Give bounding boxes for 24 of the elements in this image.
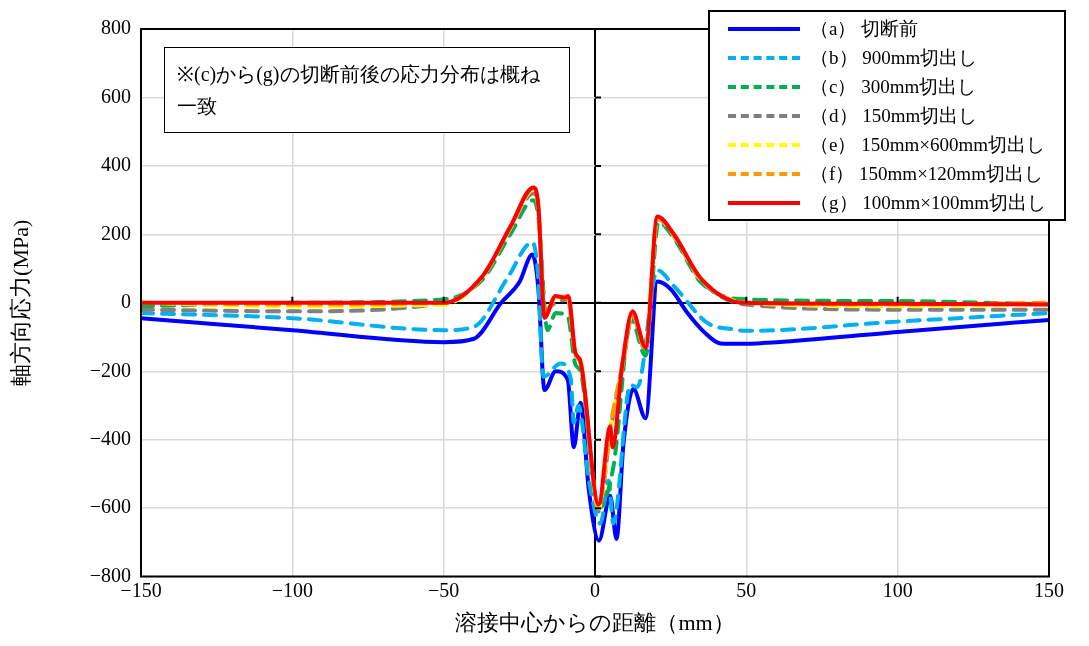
- x-tick-label: 50: [736, 578, 757, 601]
- y-tick-label: 200: [101, 221, 131, 244]
- legend-label: （f） 150mm×120mm切出し: [810, 161, 1043, 186]
- legend-label: （e） 150mm×600mm切出し: [810, 132, 1046, 157]
- y-axis-title: 軸方向応力(MPa): [7, 219, 33, 386]
- x-tick-label: 150: [1034, 578, 1064, 601]
- x-tick-label: −50: [428, 578, 460, 601]
- y-tick-label: 600: [101, 84, 131, 107]
- legend-label: （b） 900mm切出し: [810, 45, 978, 70]
- y-tick-label: 0: [121, 290, 131, 313]
- legend-label: （c） 300mm切出し: [810, 74, 977, 99]
- y-tick-label: 800: [101, 16, 131, 39]
- legend-label: （d） 150mm切出し: [810, 103, 978, 128]
- legend-label: （a） 切断前: [810, 16, 919, 41]
- y-tick-label: −400: [89, 426, 131, 449]
- x-axis-title: 溶接中心からの距離（mm）: [455, 609, 735, 635]
- x-tick-label: 100: [882, 578, 913, 601]
- y-tick-label: −600: [89, 495, 131, 518]
- x-tick-label: 0: [590, 578, 600, 601]
- legend-label: （g） 100mm×100mm切出し: [810, 190, 1047, 215]
- x-tick-label: −100: [271, 578, 313, 601]
- y-tick-label: −200: [89, 358, 131, 381]
- annotation: ※(c)から(g)の切断前後の応力分布は概ね一致: [164, 47, 570, 133]
- y-tick-label: 400: [101, 153, 131, 176]
